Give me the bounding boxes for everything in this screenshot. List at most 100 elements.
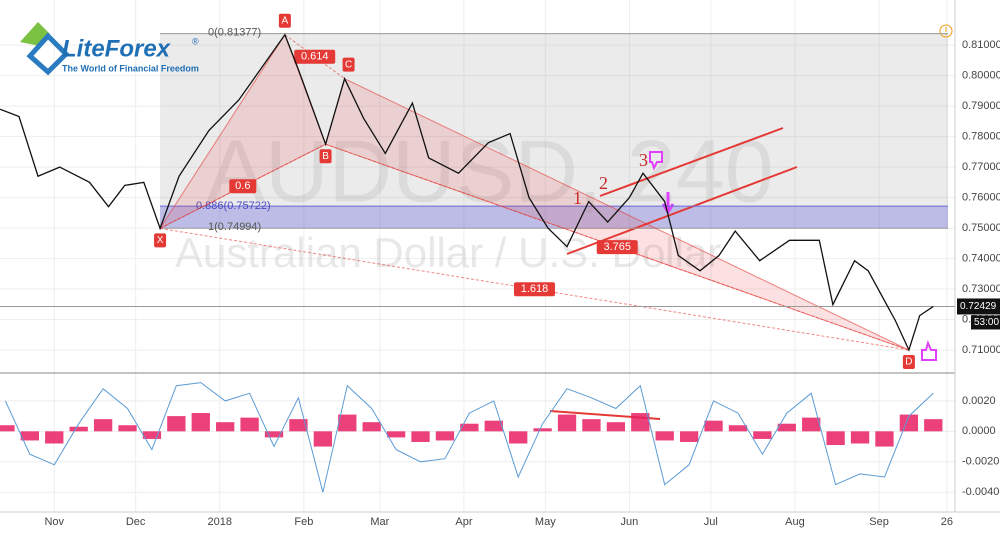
oscillator-bar bbox=[533, 428, 552, 432]
wave-label: 2 bbox=[599, 173, 608, 193]
oscillator-bar bbox=[167, 416, 186, 432]
oscillator-bar bbox=[93, 419, 113, 432]
y-tick-label: 0.74000 bbox=[962, 252, 1000, 264]
pattern-point-label: B bbox=[322, 151, 329, 162]
oscillator-bar bbox=[777, 423, 796, 432]
watermark-symbol: AUDUSD, 240 bbox=[206, 121, 773, 220]
oscillator-bar bbox=[826, 431, 845, 446]
oscillator-bar bbox=[728, 425, 748, 432]
oscillator-bar bbox=[69, 426, 88, 432]
ratio-label: 1.618 bbox=[521, 283, 549, 295]
y-tick-label: 0.80000 bbox=[962, 70, 1000, 82]
pattern-point bbox=[278, 13, 291, 28]
ratio-label: 0.614 bbox=[301, 51, 329, 63]
y-tick-label: 0.73000 bbox=[962, 283, 1000, 295]
oscillator-bar bbox=[142, 431, 162, 439]
oscillator-bar bbox=[509, 431, 528, 444]
y-tick-label: -0.0040 bbox=[962, 486, 999, 498]
pattern-point bbox=[319, 149, 332, 164]
oscillator-bar bbox=[289, 419, 308, 432]
ratio-badge bbox=[229, 179, 257, 194]
oscillator-bar bbox=[362, 422, 381, 432]
pattern-point bbox=[902, 355, 915, 370]
oscillator-bar bbox=[655, 431, 674, 441]
oscillator-bar bbox=[386, 431, 406, 438]
oscillator-bar bbox=[606, 422, 626, 432]
oscillator-bar bbox=[704, 420, 723, 432]
logo: LiteForex ® The World of Financial Freed… bbox=[20, 22, 199, 76]
pattern-point-label: X bbox=[157, 235, 164, 246]
x-tick-label: Apr bbox=[455, 516, 472, 528]
background bbox=[0, 0, 955, 512]
ratio-badge bbox=[513, 282, 555, 297]
price-line bbox=[0, 33, 934, 352]
channel-line bbox=[566, 166, 798, 255]
logo-icon bbox=[26, 32, 70, 76]
pattern-point bbox=[154, 233, 167, 248]
x-tick-label: 2018 bbox=[208, 516, 232, 528]
oscillator-bar bbox=[850, 431, 870, 444]
channel-line bbox=[599, 127, 784, 197]
oscillator-bar bbox=[338, 414, 357, 432]
x-tick-label: Feb bbox=[294, 516, 313, 528]
oscillator-bar bbox=[313, 431, 333, 447]
pattern-point bbox=[342, 57, 355, 72]
x-tick-label: 26 bbox=[941, 516, 953, 528]
oscillator-bar bbox=[557, 414, 577, 432]
y-tick-label: 0.0000 bbox=[962, 425, 996, 437]
x-tick-label: Sep bbox=[869, 516, 889, 528]
ratio-label: 3.765 bbox=[603, 241, 631, 253]
oscillator-bar bbox=[435, 431, 455, 441]
y-tick-label: 0.77000 bbox=[962, 161, 1000, 173]
oscillator-bar bbox=[582, 419, 601, 432]
logo-registered: ® bbox=[192, 36, 199, 46]
ratio-badge bbox=[294, 49, 336, 64]
oscillator-line bbox=[4, 382, 934, 493]
y-tick-label: 0.79000 bbox=[962, 100, 1000, 112]
oscillator-bar bbox=[45, 431, 64, 444]
fib-zone bbox=[160, 33, 948, 229]
pattern-line bbox=[159, 227, 909, 351]
y-tick-label: 0.81000 bbox=[962, 39, 1000, 51]
fib-label: 0.886(0.75722) bbox=[196, 200, 271, 212]
oscillator-bar bbox=[875, 431, 894, 447]
x-tick-label: Jul bbox=[704, 516, 718, 528]
oscillator-bar bbox=[216, 422, 235, 432]
oscillator-bar bbox=[631, 413, 650, 432]
ratio-label: 0.6 bbox=[235, 180, 250, 192]
last-price-label: 0.72429 bbox=[960, 301, 997, 312]
oscillator-bar bbox=[753, 431, 772, 439]
x-tick-label: Aug bbox=[785, 516, 805, 528]
y-tick-label: 0.78000 bbox=[962, 131, 1000, 143]
logo-name: LiteForex bbox=[62, 35, 172, 62]
pattern-line bbox=[325, 143, 910, 351]
alert-icon[interactable] bbox=[939, 24, 953, 38]
wave-label: 1 bbox=[573, 188, 582, 208]
oscillator-bar bbox=[460, 423, 479, 432]
oscillator-bar bbox=[802, 417, 821, 432]
oscillator-bar bbox=[20, 431, 40, 441]
pattern-point-label: D bbox=[905, 357, 912, 368]
oscillator-bar bbox=[191, 413, 210, 432]
thumbs-down-icon bbox=[649, 151, 663, 171]
x-tick-label: Jun bbox=[621, 516, 639, 528]
y-tick-label: 0.76000 bbox=[962, 191, 1000, 203]
pattern-point-label: A bbox=[282, 15, 289, 26]
ratio-badge bbox=[596, 240, 638, 255]
pattern-point-label: C bbox=[345, 59, 352, 70]
wave-label: 3 bbox=[639, 150, 648, 170]
y-tick-label: 0.0020 bbox=[962, 395, 996, 407]
y-tick-label: 0.75000 bbox=[962, 222, 1000, 234]
thumbs-up-icon bbox=[921, 340, 937, 361]
countdown-badge bbox=[971, 315, 1000, 330]
countdown-label: 53:00 bbox=[974, 317, 999, 328]
oscillator-bar bbox=[924, 419, 943, 432]
x-tick-label: Dec bbox=[126, 516, 146, 528]
x-tick-label: May bbox=[535, 516, 556, 528]
x-tick-label: Mar bbox=[370, 516, 389, 528]
oscillator-bar bbox=[679, 431, 699, 442]
last-price-badge bbox=[957, 298, 1000, 315]
y-tick-label: -0.0020 bbox=[962, 456, 999, 468]
oscillator-bar bbox=[0, 425, 15, 432]
